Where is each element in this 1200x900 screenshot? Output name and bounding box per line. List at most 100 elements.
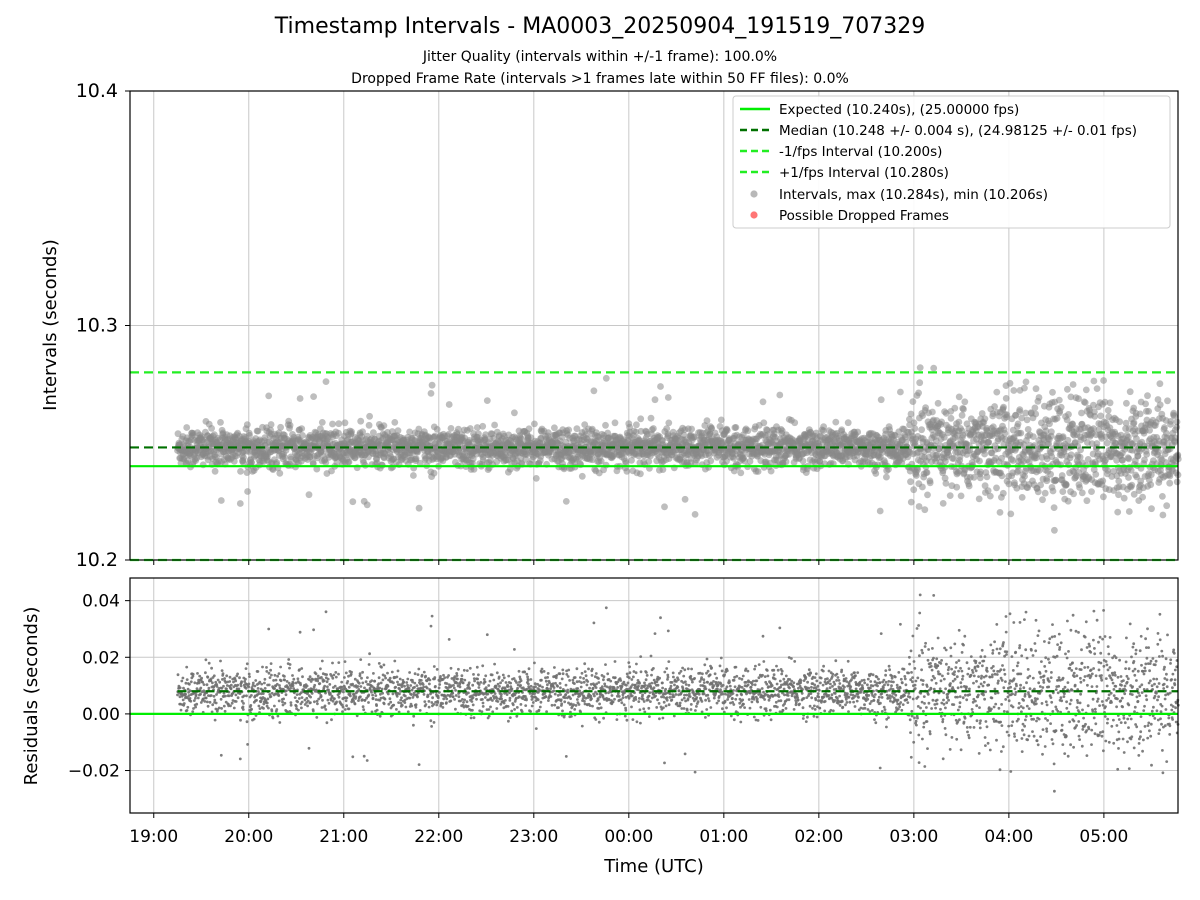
residual-point <box>284 693 288 697</box>
residual-point <box>265 666 268 669</box>
residual-point <box>430 725 433 728</box>
interval-point <box>243 421 251 429</box>
interval-point <box>1106 399 1114 407</box>
interval-point <box>754 468 762 475</box>
residual-point <box>396 669 400 673</box>
residual-point <box>416 695 419 699</box>
residual-point <box>267 706 270 710</box>
residual-point <box>234 679 238 683</box>
interval-point <box>1156 401 1164 409</box>
residual-point <box>209 694 213 697</box>
interval-point <box>611 419 619 427</box>
residual-point <box>337 672 340 676</box>
residual-point <box>351 682 354 686</box>
interval-point <box>622 459 630 467</box>
residual-point <box>307 746 311 750</box>
residual-point <box>279 679 283 683</box>
residual-point <box>220 669 224 672</box>
residual-point <box>480 710 484 713</box>
interval-point <box>243 469 251 476</box>
residual-point <box>204 671 207 675</box>
residual-point <box>413 672 417 676</box>
residual-point <box>320 706 324 709</box>
residual-point <box>495 671 499 675</box>
interval-point <box>981 482 989 490</box>
residual-point <box>239 718 242 722</box>
residual-point <box>229 687 233 691</box>
residual-point <box>328 683 332 686</box>
residual-point <box>350 670 353 674</box>
interval-point <box>286 421 294 429</box>
residual-point <box>395 708 398 711</box>
residual-point <box>429 719 433 723</box>
residual-point <box>341 705 345 709</box>
residual-point <box>388 676 392 680</box>
residual-point <box>492 678 496 682</box>
residual-point <box>250 707 254 711</box>
interval-point <box>1021 384 1028 392</box>
interval-point <box>544 429 552 436</box>
interval-point <box>633 421 640 429</box>
legend-intervals-label: Intervals, max (10.284s), min (10.206s) <box>779 187 1048 203</box>
interval-point <box>230 457 238 465</box>
residual-point <box>419 679 423 682</box>
residual-point <box>403 684 406 688</box>
residual-point <box>314 672 318 676</box>
interval-point <box>651 396 659 404</box>
interval-point <box>910 486 918 494</box>
interval-point <box>427 390 435 397</box>
interval-point <box>1090 377 1098 385</box>
residual-point <box>202 683 206 686</box>
interval-point <box>1022 378 1030 386</box>
residual-point <box>232 706 236 710</box>
residual-point <box>292 677 296 681</box>
interval-point <box>628 457 635 464</box>
residual-point <box>417 763 421 766</box>
interval-point <box>946 492 954 499</box>
residual-point <box>256 687 260 690</box>
interval-point <box>1123 399 1130 407</box>
interval-point <box>531 420 538 428</box>
residual-point <box>300 706 303 710</box>
residual-point <box>497 675 501 679</box>
interval-point <box>248 459 256 466</box>
top-y-axis-label: Intervals (seconds) <box>40 239 61 411</box>
residual-point <box>412 723 415 727</box>
interval-point <box>957 492 965 500</box>
residual-point <box>238 676 241 680</box>
residual-point <box>289 701 293 704</box>
interval-point <box>921 506 929 514</box>
residual-point <box>267 671 271 675</box>
residual-point <box>313 700 316 704</box>
interval-point <box>978 410 986 417</box>
interval-point <box>1031 404 1039 412</box>
legend-plus-fps-label: +1/fps Interval (10.280s) <box>779 165 949 181</box>
interval-point <box>1035 467 1043 474</box>
residual-point <box>277 694 281 697</box>
interval-point <box>1035 394 1043 401</box>
residual-point <box>196 672 199 675</box>
interval-point <box>906 415 913 423</box>
interval-point <box>703 417 711 425</box>
residual-point <box>379 681 383 685</box>
residual-point <box>395 694 399 698</box>
residual-point <box>361 681 365 685</box>
residual-point <box>371 696 375 700</box>
interval-point <box>623 468 631 475</box>
residual-point <box>452 686 456 690</box>
interval-point <box>924 491 931 499</box>
residual-point <box>406 710 410 714</box>
residual-point <box>296 677 300 681</box>
residual-point <box>194 696 197 700</box>
interval-point <box>1114 508 1122 516</box>
top-y-tick-label: 10.2 <box>76 549 118 571</box>
interval-point <box>705 452 713 459</box>
residual-point <box>381 678 385 682</box>
residual-point <box>367 663 371 666</box>
residual-point <box>300 696 304 699</box>
interval-point <box>525 425 533 433</box>
residual-point <box>506 685 510 688</box>
residual-point <box>335 708 339 712</box>
residual-point <box>470 700 474 703</box>
interval-point <box>296 395 304 402</box>
